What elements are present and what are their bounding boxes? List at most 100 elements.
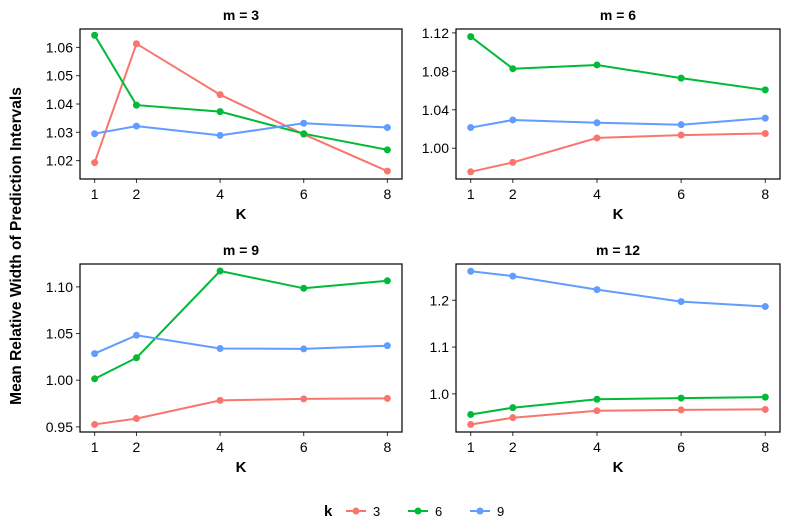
x-tick-label: 1 [91, 186, 99, 202]
data-point-k9 [91, 350, 99, 358]
data-point-k6 [677, 74, 685, 82]
x-tick-label: 4 [593, 439, 601, 455]
data-point-k6 [300, 284, 308, 292]
data-point-k6 [216, 108, 224, 116]
x-tick-label: 1 [467, 439, 475, 455]
panel-1: m = 3 1.02 1.03 1.04 1.05 1.06 1 2 4 6 8 K [46, 7, 403, 223]
data-point-k9 [91, 130, 99, 138]
y-tick-label: 1.1 [430, 339, 450, 355]
legend-label: 9 [497, 504, 504, 519]
x-tick-label: 8 [383, 439, 391, 455]
data-point-k3 [216, 396, 224, 404]
data-point-k3 [216, 91, 224, 99]
data-point-k9 [509, 272, 517, 280]
data-point-k6 [216, 267, 224, 275]
data-point-k3 [467, 168, 475, 176]
panels: m = 31.021.031.041.051.061 2 4 6 8Km = 61.00… [46, 7, 781, 476]
panel-title: m = 12 [596, 242, 640, 258]
data-point-k6 [467, 33, 475, 41]
y-tick-label: 1.00 [46, 372, 73, 388]
data-point-k6 [91, 375, 99, 383]
legend-label: 3 [373, 504, 380, 519]
legend-marker [352, 507, 360, 515]
data-point-k9 [677, 121, 685, 129]
data-point-k6 [132, 101, 140, 109]
legend-item-k6: 6 [408, 504, 442, 519]
legend-marker [476, 507, 484, 515]
x-tick-label: 2 [509, 186, 517, 202]
y-tick-label: 1.04 [46, 96, 73, 112]
x-tick-label: 8 [761, 186, 769, 202]
y-tick-label: 1.08 [422, 63, 449, 79]
panel-title: m = 3 [223, 7, 259, 23]
x-tick-label: 4 [593, 186, 601, 202]
x-axis-label: K [613, 459, 624, 476]
data-point-k3 [132, 415, 140, 423]
x-tick-label: 2 [133, 186, 141, 202]
panel-4: m = 12 1.0 1.1 1.2 1 2 4 6 8 K [430, 242, 781, 476]
data-point-k3 [132, 40, 140, 48]
data-point-k3 [677, 406, 685, 414]
data-point-k9 [509, 116, 517, 124]
y-tick-label: 1.10 [46, 279, 73, 295]
y-tick-label: 1.2 [430, 292, 450, 308]
x-tick-label: 8 [383, 186, 391, 202]
legend-item-k3: 3 [346, 504, 380, 519]
data-point-k6 [300, 130, 308, 138]
data-point-k6 [593, 395, 601, 403]
data-point-k9 [216, 344, 224, 352]
y-axis-label: Mean Relative Width of Prediction Interv… [8, 87, 25, 405]
data-point-k3 [509, 414, 517, 422]
y-tick-label: 1.04 [422, 102, 449, 118]
data-point-k6 [593, 61, 601, 69]
data-point-k6 [383, 277, 391, 285]
series-line-k3 [470, 132, 766, 173]
y-tick-label: 1.06 [46, 39, 73, 55]
x-tick-label: 4 [216, 439, 224, 455]
data-point-k6 [677, 394, 685, 402]
data-point-k9 [300, 119, 308, 127]
panel-title: m = 6 [600, 7, 636, 23]
y-tick-label: 1.03 [46, 124, 73, 140]
legend: k 3 6 9 [324, 503, 504, 520]
panel-border [455, 263, 781, 433]
y-tick-label: 1.12 [422, 25, 449, 41]
data-point-k3 [509, 158, 517, 166]
data-point-k3 [593, 134, 601, 142]
y-tick-label: 1.02 [46, 153, 73, 169]
data-point-k9 [383, 123, 391, 131]
data-point-k3 [383, 394, 391, 402]
x-tick-label: 2 [133, 439, 141, 455]
panel-border [79, 28, 403, 180]
data-point-k3 [677, 131, 685, 139]
data-point-k3 [91, 159, 99, 167]
data-point-k9 [761, 303, 769, 311]
data-point-k9 [132, 331, 140, 339]
data-point-k3 [467, 421, 475, 429]
x-tick-label: 1 [467, 186, 475, 202]
data-point-k3 [761, 130, 769, 138]
x-tick-label: 6 [300, 439, 308, 455]
legend-label: 6 [435, 504, 442, 519]
x-tick-label: 6 [300, 186, 308, 202]
data-point-k6 [509, 65, 517, 73]
x-tick-label: 6 [677, 439, 685, 455]
data-point-k9 [761, 114, 769, 122]
y-tick-label: 1.05 [46, 68, 73, 84]
data-point-k9 [593, 286, 601, 294]
data-point-k6 [761, 86, 769, 94]
data-point-k3 [761, 405, 769, 413]
panel-title: m = 9 [223, 242, 259, 258]
x-tick-label: 4 [216, 186, 224, 202]
data-point-k9 [216, 131, 224, 139]
x-axis-label: K [613, 206, 624, 223]
y-tick-label: 1.0 [430, 386, 450, 402]
data-point-k3 [383, 167, 391, 175]
data-point-k9 [383, 342, 391, 350]
data-point-k9 [132, 122, 140, 130]
y-tick-label: 1.00 [422, 140, 449, 156]
data-point-k6 [132, 354, 140, 362]
series-line-k6 [94, 269, 388, 380]
x-tick-label: 8 [761, 439, 769, 455]
